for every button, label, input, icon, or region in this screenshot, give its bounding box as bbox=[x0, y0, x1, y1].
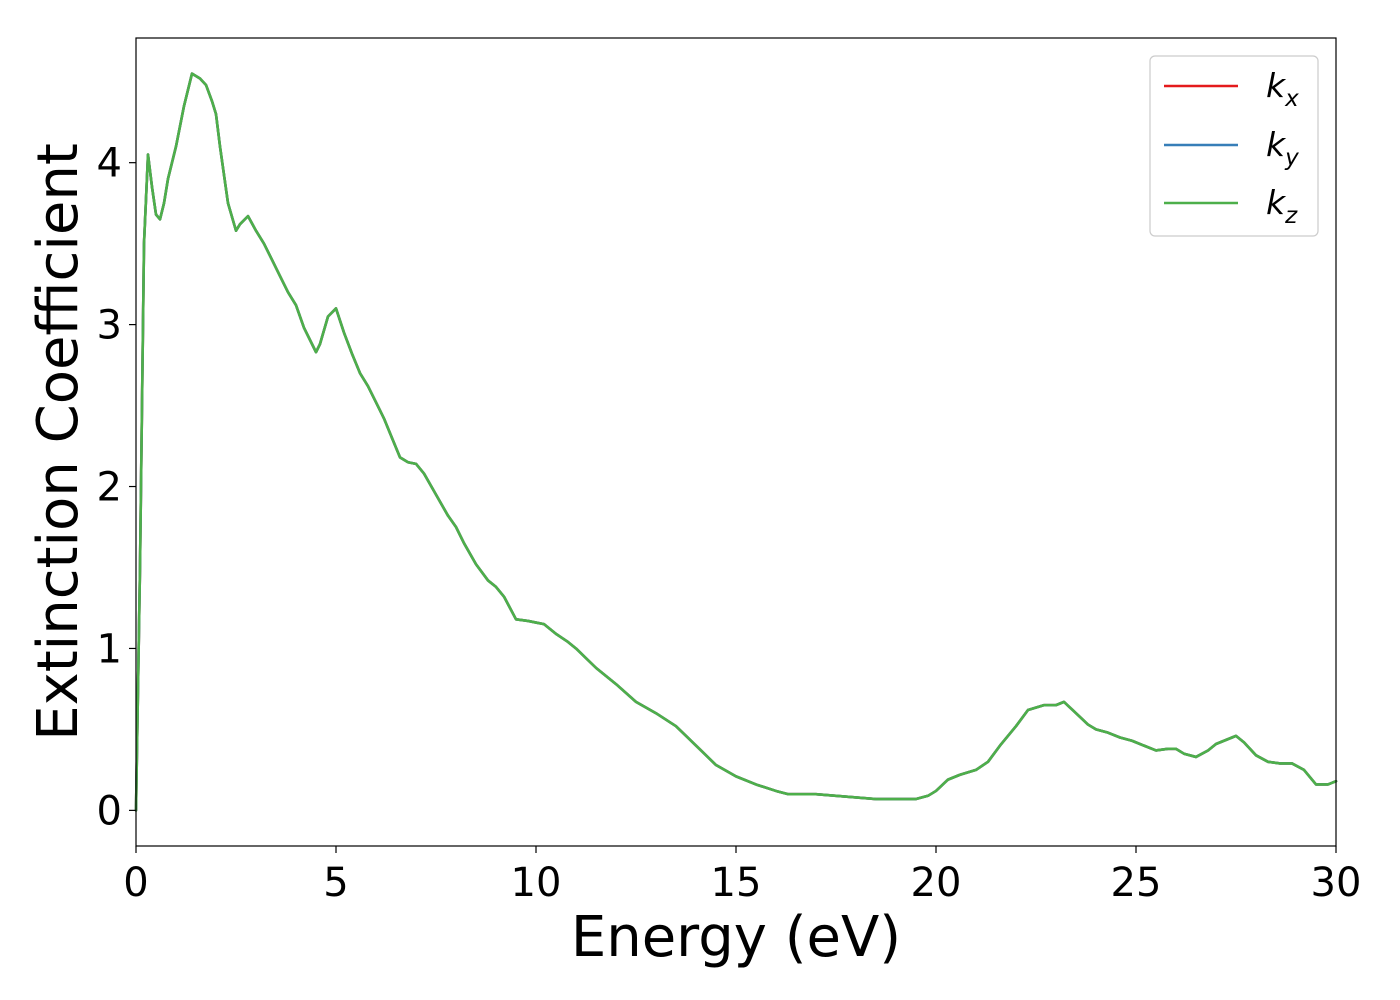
x-axis-ticks: 0 5 10 15 20 25 30 bbox=[123, 846, 1361, 906]
y-tick-label: 0 bbox=[97, 788, 122, 834]
x-tick-label: 30 bbox=[1311, 860, 1362, 906]
series-line-kz bbox=[134, 72, 1338, 812]
x-tick-label: 5 bbox=[323, 860, 348, 906]
x-tick-label: 10 bbox=[511, 860, 562, 906]
legend-label-ky: ky bbox=[1266, 125, 1299, 171]
legend: kx ky kz bbox=[1149, 55, 1319, 237]
y-axis-label: Extinction Coefficient bbox=[26, 143, 91, 741]
y-tick-label: 4 bbox=[97, 141, 122, 187]
y-axis-ticks: 0 1 2 3 4 bbox=[97, 141, 136, 834]
x-axis-label: Energy (eV) bbox=[571, 905, 901, 970]
x-tick-label: 15 bbox=[711, 860, 762, 906]
x-tick-label: 0 bbox=[123, 860, 148, 906]
y-tick-label: 1 bbox=[97, 626, 122, 672]
y-tick-label: 2 bbox=[97, 465, 122, 511]
x-tick-label: 20 bbox=[911, 860, 962, 906]
legend-label-kz: kz bbox=[1266, 183, 1298, 229]
legend-label-kx: kx bbox=[1266, 66, 1299, 112]
series-layer bbox=[134, 72, 1338, 812]
x-tick-label: 25 bbox=[1111, 860, 1162, 906]
y-tick-label: 3 bbox=[97, 303, 122, 349]
